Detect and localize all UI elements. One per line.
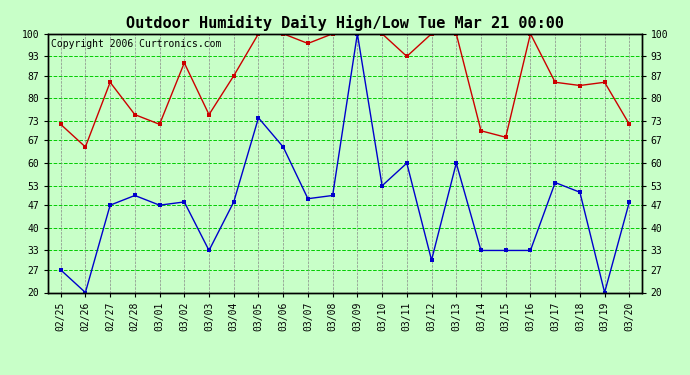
Title: Outdoor Humidity Daily High/Low Tue Mar 21 00:00: Outdoor Humidity Daily High/Low Tue Mar … — [126, 15, 564, 31]
Text: Copyright 2006 Curtronics.com: Copyright 2006 Curtronics.com — [51, 39, 221, 49]
